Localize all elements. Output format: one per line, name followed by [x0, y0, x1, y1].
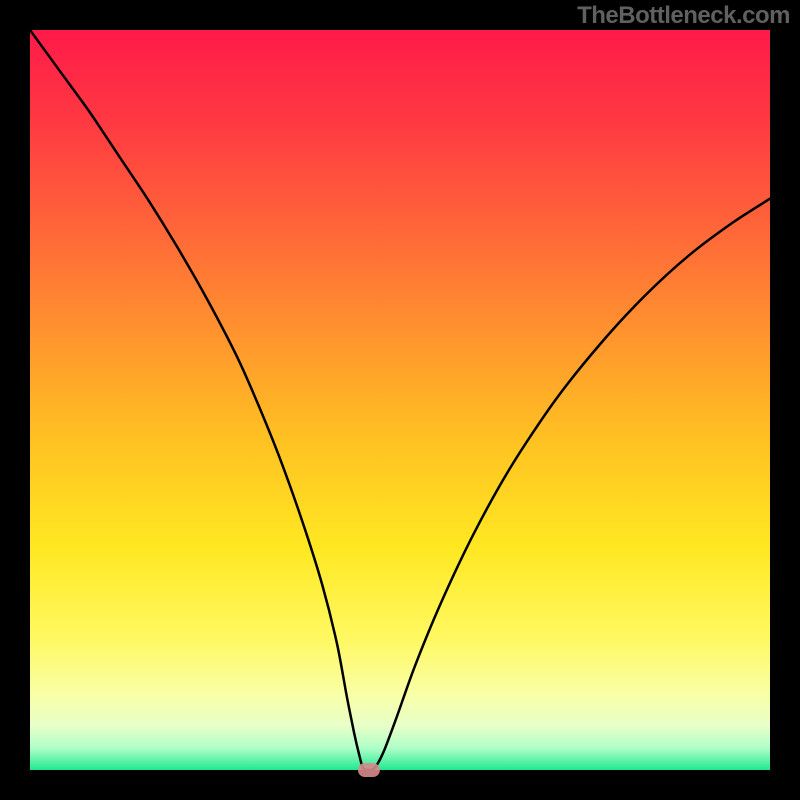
bottleneck-plot: [0, 0, 800, 800]
plot-background: [30, 30, 770, 770]
watermark-text: TheBottleneck.com: [577, 2, 790, 30]
minimum-marker: [358, 763, 380, 777]
chart-container: TheBottleneck.com: [0, 0, 800, 800]
